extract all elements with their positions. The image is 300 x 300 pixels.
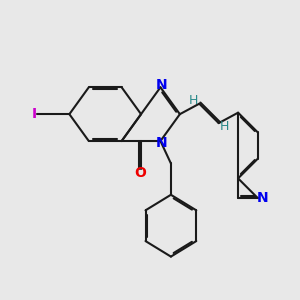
Text: I: I xyxy=(32,107,37,121)
Text: N: N xyxy=(257,191,269,206)
Text: H: H xyxy=(219,120,229,133)
Text: N: N xyxy=(155,78,167,92)
Text: H: H xyxy=(189,94,199,106)
Text: O: O xyxy=(134,166,146,180)
Text: N: N xyxy=(155,136,167,150)
